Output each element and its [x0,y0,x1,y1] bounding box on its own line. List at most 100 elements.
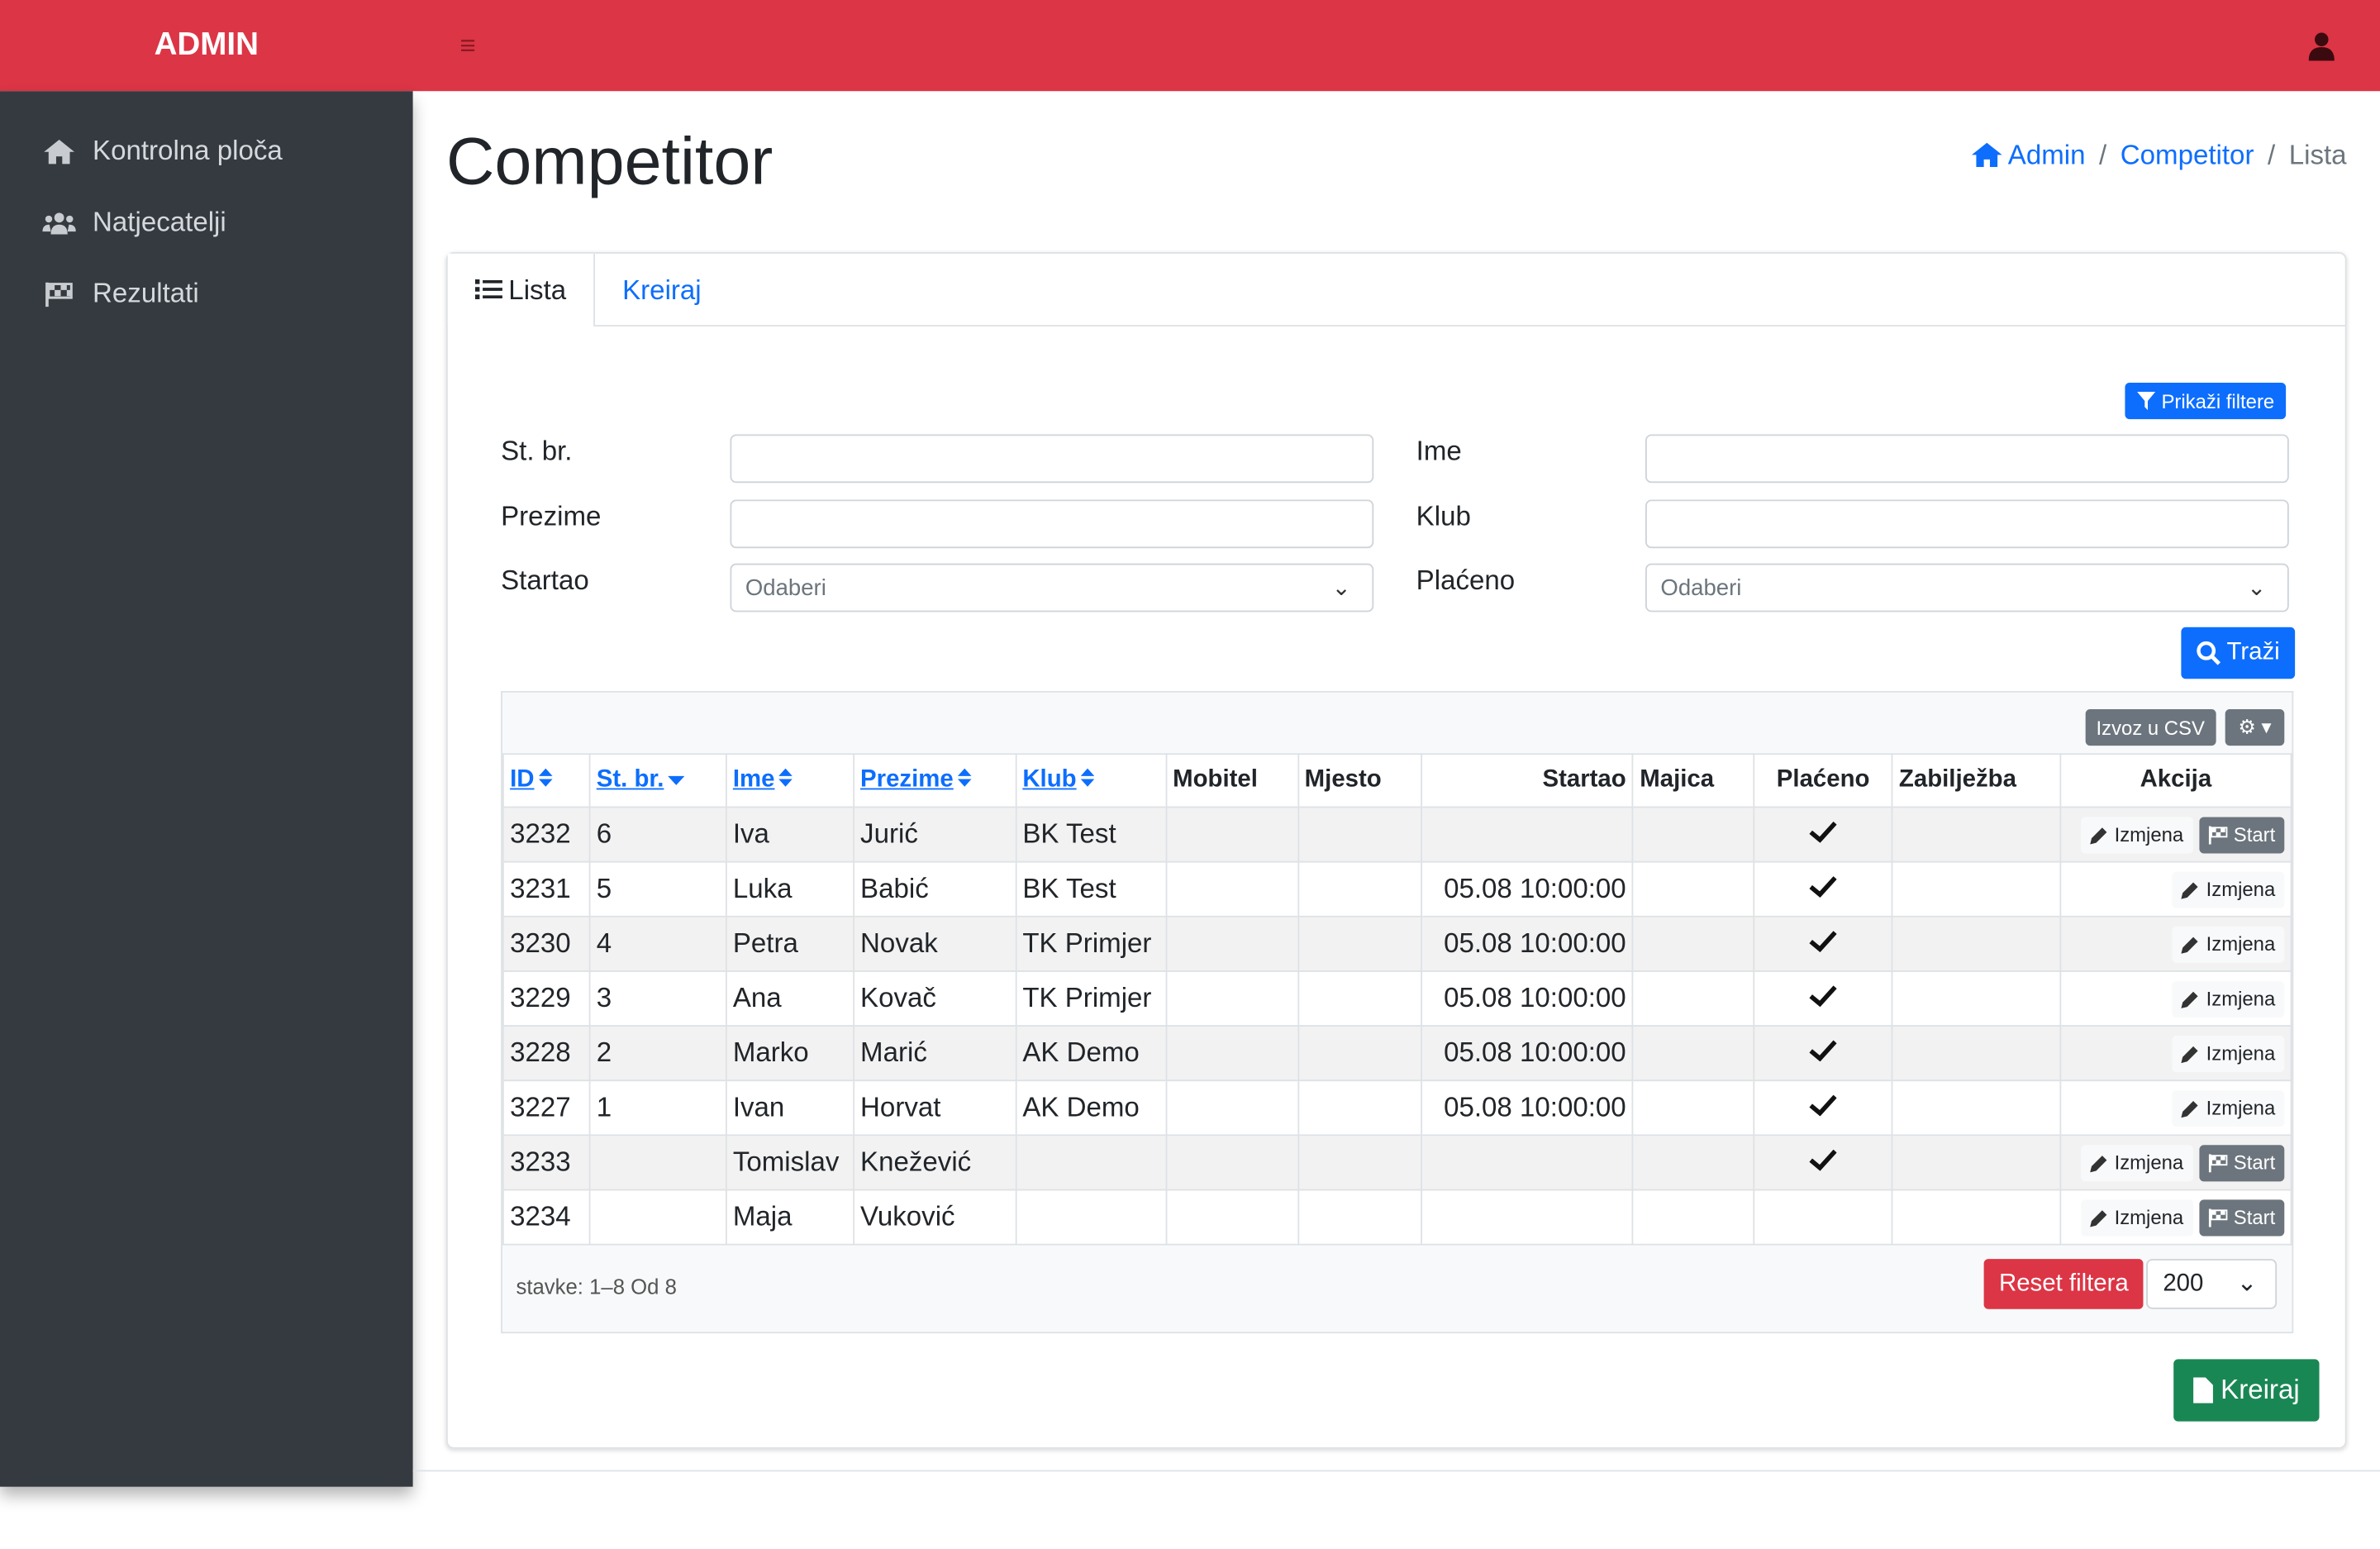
check [1809,821,1837,843]
start-button[interactable]: Start [2198,1199,2285,1236]
cell: AK Demo [1015,1080,1167,1137]
filter-select[interactable]: Odaberi ⌄ [730,563,1374,612]
cell: Izmjena Start [2059,1134,2292,1191]
cell [1753,1134,1893,1191]
label: Rezultati [93,278,199,308]
cell [1164,915,1299,972]
menu-item[interactable]: Kontrolna ploča [0,116,413,187]
cell [1632,1080,1755,1137]
cell [1632,1025,1755,1082]
cell [1891,970,2062,1027]
data-grid: Izvoz u CSV ⚙ ▾ ID St. br. Ime Prezime Klub M… [501,690,2294,1334]
cell: 6 [588,806,727,863]
label: Izmjena [2206,1041,2276,1065]
filter-input[interactable] [1645,498,2289,548]
settings[interactable]: ⚙ ▾ [2225,708,2285,746]
cell: 3229 [502,970,591,1027]
menu-item[interactable]: Natjecatelji [0,187,413,258]
value: Ivan [732,1091,785,1122]
column-header: ID [502,753,591,808]
value: 05.08 10:00:00 [1444,1037,1626,1068]
sort-link[interactable]: ID [510,766,535,794]
sort-link[interactable]: Ime [732,766,775,794]
column-header: St. br. [588,753,727,808]
edit-button[interactable]: Izmjena [2173,870,2285,908]
filter-input[interactable] [1645,434,2289,484]
tab[interactable]: Kreiraj [595,254,729,325]
sort-link[interactable]: Prezime [860,766,954,794]
cell [1297,806,1423,863]
value: 3233 [510,1146,571,1177]
cell [1632,806,1755,863]
show-filters[interactable]: Prikaži filtere [2125,382,2287,420]
cell [1297,1134,1423,1191]
label: Izmjena [2114,822,2184,846]
tab[interactable]: Lista [447,253,596,327]
cell [1164,970,1299,1027]
chevron: ⌄ [2247,575,2267,602]
create-button[interactable]: Kreiraj [2173,1359,2320,1422]
value: Marko [732,1037,809,1068]
table: ID St. br. Ime Prezime Klub Mobitel Mjesto Star… [502,753,2292,1246]
cell [1632,915,1755,972]
cell [1891,1189,2062,1246]
cell: 05.08 10:00:00 [1421,970,1634,1027]
filter-input[interactable] [730,498,1374,548]
menu-toggle[interactable]: ≡ [459,30,476,61]
reset-filters[interactable]: Reset filtera [1983,1259,2144,1309]
separator: / [2267,140,2276,170]
table-row: 3232 6 Iva Jurić BK Test Izmjena Start [502,806,2292,863]
user-icon[interactable] [2308,32,2335,61]
cell [588,1189,727,1246]
cell: Izmjena [2059,1025,2292,1082]
cell [1753,860,1893,917]
cell [1632,970,1755,1027]
cell [1164,860,1299,917]
cell: Ivan [725,1080,854,1137]
column-header: Ime [725,753,854,808]
cell: 1 [588,1080,727,1137]
cell: 3 [588,970,727,1027]
label: Prikaži filtere [2161,389,2275,412]
edit-button[interactable]: Izmjena [2081,816,2193,853]
export-csv[interactable]: Izvoz u CSV [2085,708,2216,746]
edit-button[interactable]: Izmjena [2081,1199,2193,1236]
table-row: 3231 5 Luka Babić BK Test 05.08 10:00:00 Izmje… [502,860,2292,917]
sort-link[interactable]: Klub [1022,766,1077,794]
separator: / [2099,140,2107,170]
edit-button[interactable]: Izmjena [2081,1144,2193,1181]
filter-label: Klub [1416,500,1471,531]
breadcrumb-item: Lista [2288,140,2347,170]
cell [1891,1025,2062,1082]
sidebar: Kontrolna ploča Natjecatelji Rezultati [0,91,413,1487]
edit-button[interactable]: Izmjena [2173,925,2285,962]
cell [1891,1134,2062,1191]
cell: Kovač [852,970,1016,1027]
value: Horvat [860,1091,941,1122]
filter-select[interactable]: Odaberi ⌄ [1645,563,2289,612]
value: 200 [2163,1270,2204,1298]
value: Maja [732,1201,793,1232]
breadcrumb-item[interactable]: Competitor [2120,140,2254,170]
edit-button[interactable]: Izmjena [2173,1089,2285,1127]
filter-input[interactable] [730,434,1374,484]
page-title: Competitor [445,124,774,199]
cell: 05.08 10:00:00 [1421,1080,1634,1137]
cell: 4 [588,915,727,972]
label: Izmjena [2206,877,2276,901]
sort-link[interactable]: St. br. [596,766,664,794]
edit-button[interactable]: Izmjena [2173,1035,2285,1072]
page-size[interactable]: 200 ⌄ [2146,1259,2278,1309]
search-button[interactable]: Traži [2181,627,2296,679]
start-button[interactable]: Start [2198,1144,2285,1181]
cell [1753,1080,1893,1137]
label: Kreiraj [2221,1374,2300,1405]
breadcrumb-item[interactable]: Admin [1971,140,2085,170]
edit-button[interactable]: Izmjena [2173,979,2285,1018]
menu-item[interactable]: Rezultati [0,258,413,329]
start-button[interactable]: Start [2198,816,2285,853]
label: Izmjena [2206,987,2276,1010]
cell: 3227 [502,1080,591,1137]
cell [1297,970,1423,1027]
